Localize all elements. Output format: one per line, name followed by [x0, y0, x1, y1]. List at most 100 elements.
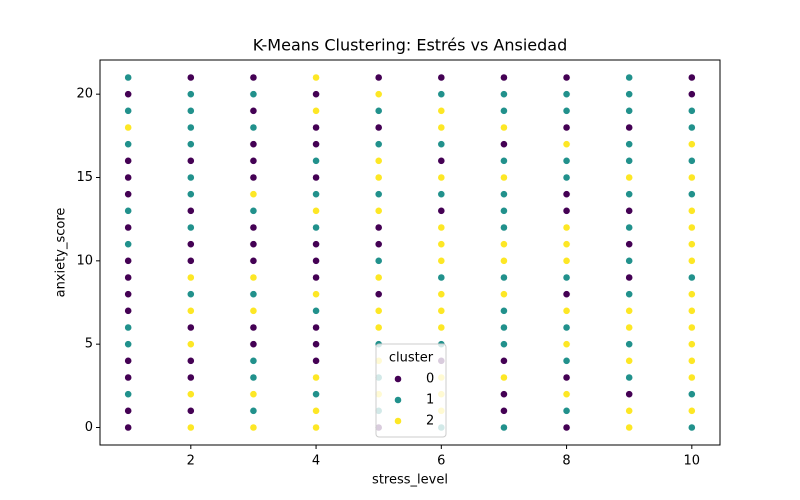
point — [687, 306, 696, 315]
point — [312, 290, 320, 299]
point — [625, 390, 634, 399]
point — [625, 340, 634, 349]
point — [186, 323, 195, 332]
point — [437, 206, 446, 215]
point — [124, 406, 133, 415]
point — [500, 240, 508, 249]
point — [312, 206, 320, 215]
point — [437, 240, 446, 249]
point — [500, 406, 508, 415]
point — [124, 323, 133, 332]
point — [249, 406, 258, 415]
point — [562, 156, 571, 165]
point — [186, 156, 195, 165]
point — [500, 373, 508, 382]
point — [625, 123, 634, 132]
point — [500, 306, 508, 315]
point — [249, 423, 258, 432]
point — [312, 306, 320, 315]
point — [562, 90, 571, 99]
x-tick-label: 2 — [187, 454, 195, 469]
point — [687, 223, 696, 232]
point — [374, 73, 383, 82]
point — [249, 340, 258, 349]
point — [312, 256, 320, 265]
x-tick-label: 8 — [562, 454, 570, 469]
point — [500, 123, 508, 132]
y-tick-label: 20 — [76, 87, 93, 102]
point — [687, 356, 696, 365]
point — [687, 173, 696, 182]
point — [437, 173, 446, 182]
point — [625, 156, 634, 165]
point — [500, 290, 508, 299]
point — [625, 140, 634, 149]
x-tick-label: 10 — [684, 454, 701, 469]
point — [562, 273, 571, 282]
point — [500, 423, 508, 432]
point — [374, 156, 383, 165]
point — [249, 90, 258, 99]
point — [312, 323, 320, 332]
point — [687, 190, 696, 199]
point — [625, 73, 634, 82]
point — [437, 290, 446, 299]
legend-title: cluster — [389, 351, 434, 366]
point — [562, 306, 571, 315]
point — [625, 373, 634, 382]
point — [124, 340, 133, 349]
point — [124, 123, 133, 132]
point — [186, 273, 195, 282]
point — [500, 156, 508, 165]
point — [124, 273, 133, 282]
point — [124, 140, 133, 149]
point — [124, 223, 133, 232]
point — [312, 73, 320, 82]
point — [500, 73, 508, 82]
point — [687, 206, 696, 215]
point — [625, 173, 634, 182]
point — [500, 173, 508, 182]
point — [249, 190, 258, 199]
point — [625, 90, 634, 99]
point — [186, 340, 195, 349]
point — [562, 423, 571, 432]
point — [312, 156, 320, 165]
point — [562, 73, 571, 82]
point — [437, 323, 446, 332]
point — [437, 306, 446, 315]
point — [312, 123, 320, 132]
point — [186, 73, 195, 82]
point — [186, 290, 195, 299]
point — [124, 90, 133, 99]
point — [186, 423, 195, 432]
point — [500, 273, 508, 282]
point — [562, 356, 571, 365]
x-tick-label: 4 — [312, 454, 320, 469]
point — [562, 140, 571, 149]
point — [687, 106, 696, 115]
legend-label: 2 — [426, 414, 434, 429]
point — [374, 306, 383, 315]
point — [562, 390, 571, 399]
point — [687, 273, 696, 282]
point — [249, 73, 258, 82]
point — [500, 90, 508, 99]
point — [186, 406, 195, 415]
point — [687, 123, 696, 132]
point — [687, 256, 696, 265]
point — [249, 256, 258, 265]
point — [687, 140, 696, 149]
point — [625, 223, 634, 232]
point — [249, 156, 258, 165]
point — [437, 190, 446, 199]
point — [124, 240, 133, 249]
point — [625, 240, 634, 249]
point — [312, 406, 320, 415]
point — [687, 390, 696, 399]
point — [562, 190, 571, 199]
point — [312, 240, 320, 249]
point — [124, 356, 133, 365]
point — [124, 306, 133, 315]
